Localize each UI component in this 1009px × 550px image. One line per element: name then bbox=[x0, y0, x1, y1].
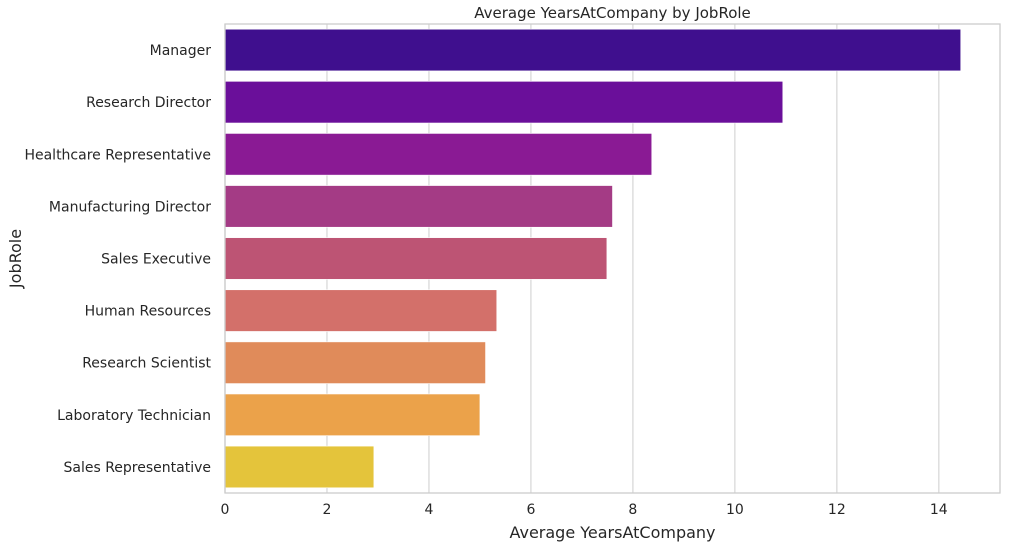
y-tick-label: Manager bbox=[150, 43, 212, 59]
bar bbox=[224, 81, 784, 124]
x-tick-label: 6 bbox=[526, 502, 535, 518]
x-tick-labels: 0 2 4 6 8 10 12 14 bbox=[221, 502, 948, 518]
y-tick-labels: Manager Research Director Healthcare Repre… bbox=[24, 43, 211, 476]
y-tick-label: Sales Representative bbox=[64, 460, 212, 476]
x-tick-label: 0 bbox=[221, 502, 230, 518]
y-tick-label: Research Director bbox=[86, 95, 211, 111]
bar bbox=[224, 133, 653, 176]
bar bbox=[224, 393, 481, 436]
x-tick-label: 14 bbox=[930, 502, 948, 518]
y-axis-label: JobRole bbox=[6, 229, 25, 289]
x-axis-label: Average YearsAtCompany bbox=[509, 523, 715, 542]
x-tick-label: 8 bbox=[628, 502, 637, 518]
bars bbox=[224, 28, 962, 489]
y-tick-label: Healthcare Representative bbox=[24, 147, 211, 163]
x-tick-label: 10 bbox=[726, 502, 744, 518]
bar bbox=[224, 289, 498, 332]
bar bbox=[224, 341, 486, 384]
y-tick-label: Manufacturing Director bbox=[49, 199, 211, 215]
bar bbox=[224, 445, 375, 489]
y-tick-label: Laboratory Technician bbox=[57, 408, 211, 424]
y-tick-label: Research Scientist bbox=[82, 356, 211, 372]
bar bbox=[224, 185, 613, 228]
y-tick-label: Sales Executive bbox=[101, 252, 211, 268]
x-tick-label: 4 bbox=[424, 502, 433, 518]
x-tick-label: 2 bbox=[323, 502, 332, 518]
bar bbox=[224, 28, 962, 72]
y-tick-label: Human Resources bbox=[85, 304, 211, 320]
chart-title: Average YearsAtCompany by JobRole bbox=[474, 4, 751, 22]
plot-frame bbox=[224, 23, 1001, 494]
bar bbox=[224, 237, 608, 280]
x-tick-label: 12 bbox=[828, 502, 846, 518]
